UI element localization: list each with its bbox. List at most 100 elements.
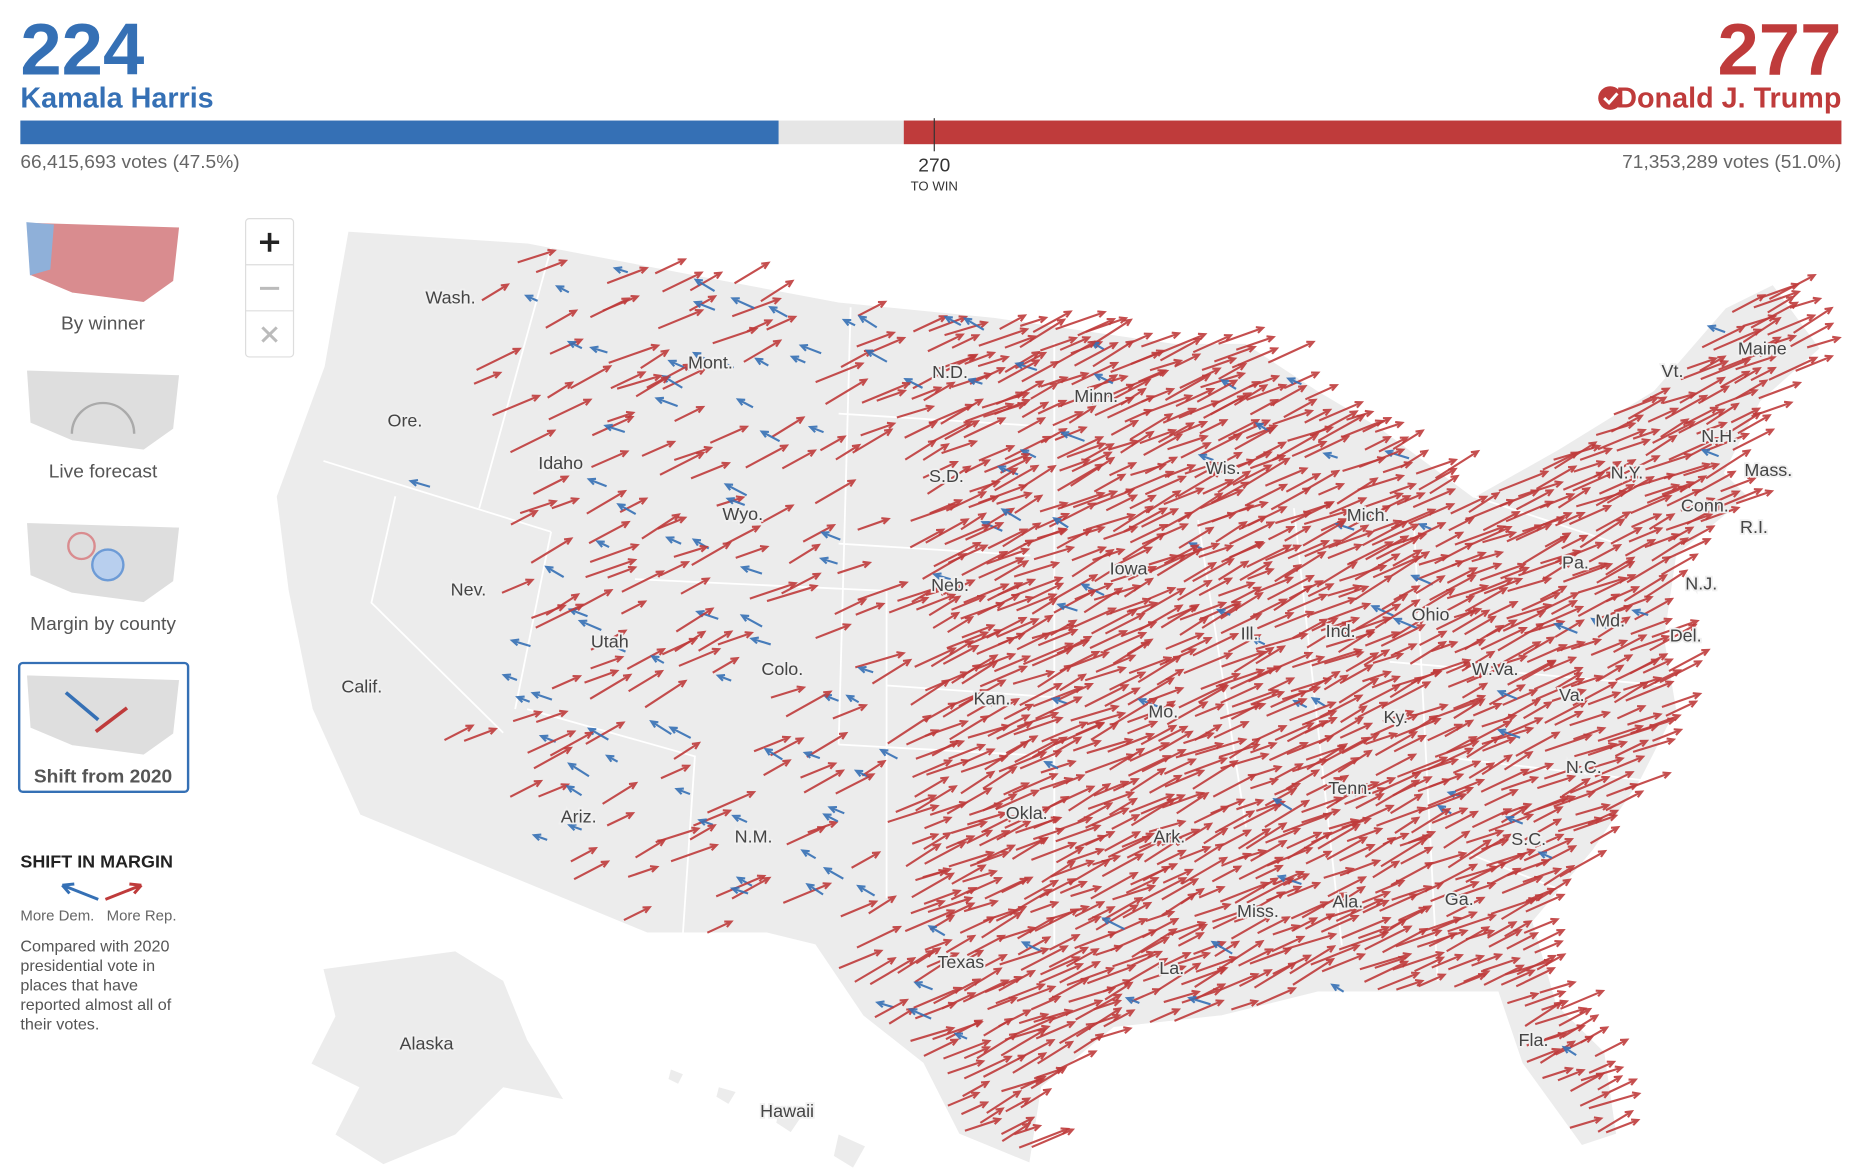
shift-arrow bbox=[1339, 664, 1374, 685]
shift-arrow bbox=[951, 663, 982, 684]
shift-arrow bbox=[1561, 1014, 1600, 1039]
shift-arrow bbox=[895, 794, 938, 814]
state-label: Vt. bbox=[1662, 361, 1684, 381]
shift-arrow bbox=[1055, 310, 1107, 331]
shift-arrow bbox=[1075, 993, 1123, 1021]
shift-arrow bbox=[1577, 593, 1621, 618]
threshold-label: TO WIN bbox=[911, 178, 958, 193]
shift-arrow bbox=[1034, 908, 1080, 932]
shift-arrow bbox=[1392, 617, 1418, 630]
shift-arrow bbox=[869, 957, 917, 986]
shift-arrow bbox=[1177, 492, 1224, 523]
shift-arrow bbox=[1732, 428, 1776, 451]
shift-arrow bbox=[688, 295, 718, 312]
shift-arrow bbox=[584, 669, 620, 684]
zoom-reset[interactable] bbox=[261, 326, 278, 343]
shift-arrow bbox=[1550, 600, 1579, 616]
shift-arrow bbox=[476, 347, 522, 371]
shift-arrow bbox=[1142, 394, 1194, 415]
shift-arrow bbox=[1250, 839, 1288, 862]
shift-arrow bbox=[1037, 664, 1074, 688]
shift-arrow bbox=[1111, 814, 1141, 830]
shift-arrow bbox=[1382, 927, 1429, 954]
shift-arrow bbox=[1255, 632, 1309, 651]
dem-votes: 66,415,693 votes (47.5%) bbox=[20, 152, 239, 173]
shift-arrow bbox=[1347, 504, 1392, 529]
shift-arrow bbox=[864, 349, 888, 363]
shift-arrow bbox=[1523, 701, 1553, 720]
shift-arrow bbox=[768, 306, 788, 318]
shift-arrow bbox=[1464, 586, 1509, 613]
shift-arrow bbox=[1357, 701, 1389, 719]
note-line: Compared with 2020 bbox=[20, 937, 169, 955]
shift-arrow bbox=[1446, 736, 1478, 754]
rep-votes: 71,353,289 votes (51.0%) bbox=[1622, 152, 1841, 173]
shift-arrow bbox=[1472, 702, 1503, 717]
shift-arrow bbox=[1374, 731, 1419, 757]
shift-arrow bbox=[912, 759, 954, 779]
shift-arrow bbox=[1561, 534, 1589, 550]
state-label: Calif. bbox=[341, 677, 382, 697]
shift-arrow bbox=[1284, 932, 1338, 951]
shift-arrow bbox=[1526, 644, 1568, 664]
shift-arrow bbox=[725, 497, 746, 506]
shift-arrow bbox=[855, 602, 886, 616]
shift-arrow bbox=[966, 829, 994, 845]
shift-arrow bbox=[1320, 914, 1360, 933]
shift-arrow bbox=[856, 331, 897, 348]
shift-arrow bbox=[590, 629, 628, 651]
state-label: Ariz. bbox=[561, 807, 597, 827]
view-option[interactable]: Live forecast bbox=[25, 369, 181, 483]
shift-arrow bbox=[1362, 670, 1393, 683]
shift-arrow bbox=[1122, 532, 1166, 561]
shift-arrow bbox=[1503, 698, 1542, 721]
shift-arrow bbox=[1551, 688, 1587, 702]
state-label: Idaho bbox=[538, 453, 583, 473]
shift-arrow bbox=[589, 543, 640, 563]
shift-arrow bbox=[1050, 785, 1096, 808]
shift-arrow bbox=[1355, 603, 1402, 631]
shift-arrow bbox=[1177, 932, 1205, 947]
shift-arrow bbox=[923, 889, 962, 905]
view-option[interactable]: Margin by county bbox=[25, 521, 181, 635]
shift-arrow bbox=[1003, 703, 1035, 720]
state-label: N.J. bbox=[1685, 574, 1717, 594]
shift-arrow bbox=[1767, 334, 1798, 347]
shift-arrow bbox=[1203, 827, 1229, 845]
shift-arrow bbox=[1031, 1128, 1076, 1149]
shift-arrow bbox=[1031, 841, 1078, 861]
shift-arrow bbox=[1033, 816, 1061, 829]
shift-arrow bbox=[1056, 602, 1078, 612]
shift-arrow bbox=[1125, 877, 1160, 894]
shift-arrow bbox=[515, 695, 531, 703]
state-label: Fla. bbox=[1519, 1030, 1549, 1050]
shift-arrow bbox=[1482, 511, 1521, 532]
shift-arrow bbox=[1569, 775, 1611, 794]
shift-arrow bbox=[1239, 561, 1273, 582]
shift-arrow bbox=[963, 967, 1003, 992]
shift-arrow bbox=[565, 785, 583, 797]
shift-arrow bbox=[1211, 380, 1261, 407]
shift-arrow bbox=[1065, 948, 1100, 968]
shift-arrow bbox=[1375, 779, 1421, 807]
shift-arrow bbox=[1645, 434, 1678, 457]
shift-arrow bbox=[1140, 794, 1186, 815]
shift-arrow bbox=[545, 593, 581, 616]
shift-arrow bbox=[1667, 526, 1695, 542]
shift-arrow bbox=[1335, 898, 1384, 922]
shift-arrow bbox=[1429, 474, 1460, 495]
shift-arrow bbox=[1019, 315, 1049, 327]
zoom-in[interactable] bbox=[259, 232, 280, 252]
shift-arrow bbox=[1503, 750, 1534, 771]
view-option[interactable]: Shift from 2020 bbox=[17, 661, 190, 794]
shift-arrow bbox=[1228, 737, 1262, 760]
state-label: Va. bbox=[1559, 685, 1585, 705]
view-option[interactable]: By winner bbox=[25, 221, 181, 335]
shift-arrow bbox=[1588, 1091, 1642, 1110]
shift-arrow bbox=[1289, 945, 1337, 975]
shift-arrow bbox=[1174, 999, 1225, 1022]
shift-arrow bbox=[1201, 356, 1238, 372]
shift-arrow bbox=[1000, 508, 1022, 522]
shift-arrow bbox=[1451, 609, 1491, 633]
shift-arrow bbox=[976, 1032, 1019, 1060]
